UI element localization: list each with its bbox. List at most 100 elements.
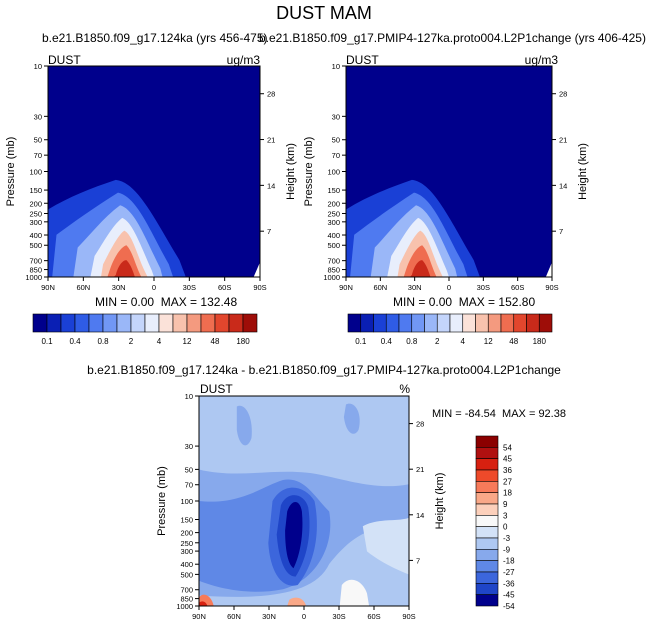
plot-area-1: [346, 66, 552, 277]
y-right-tick-label: 28: [267, 90, 275, 99]
y-tick-label: 850: [327, 266, 340, 275]
colorbar-box: [360, 313, 374, 333]
colorbar-box: [411, 313, 425, 333]
y-tick-label: 850: [180, 595, 193, 604]
y-tick-label: 150: [180, 515, 193, 524]
colorbar-box: [144, 313, 160, 333]
y-tick-label: 50: [34, 136, 42, 145]
dust-label-2: DUST: [346, 53, 379, 67]
colorbar-box: [526, 313, 540, 333]
colorbar-box: [116, 313, 132, 333]
x-tick-label: 0: [152, 283, 156, 292]
colorbar-box: [475, 537, 499, 550]
y-right-tick-label: 14: [559, 181, 567, 190]
colorbar-box: [475, 492, 499, 505]
colorbar-label: 18: [503, 489, 512, 498]
unit-label-2: ug/m3: [524, 53, 558, 67]
colorbar-box: [347, 313, 362, 333]
contour-level: [343, 403, 360, 434]
y-tick-label: 300: [180, 547, 193, 556]
colorbar-label: 45: [503, 455, 512, 464]
missing-data: [253, 262, 260, 277]
colorbar-box: [398, 313, 413, 333]
plot-area-0: [48, 66, 260, 277]
y-axis-title: Pressure (mb): [156, 466, 168, 536]
colorbar-box: [475, 435, 499, 448]
colorbar-box: [200, 313, 216, 333]
colorbar-box: [228, 313, 244, 333]
stats-3: MIN = -84.54 MAX = 92.38: [432, 408, 566, 420]
colorbar-box: [436, 313, 451, 333]
colorbar-label: 0.4: [381, 337, 393, 346]
x-tick-label: 30S: [183, 283, 196, 292]
colorbar-box: [475, 560, 499, 573]
x-tick-label: 30N: [112, 283, 126, 292]
colorbar-box: [475, 447, 499, 459]
colorbar-label: 27: [503, 477, 512, 486]
colorbar-box: [475, 549, 499, 561]
x-tick-label: 90S: [545, 283, 558, 292]
y-tick-label: 700: [327, 257, 340, 266]
y-right-tick-label: 21: [416, 465, 424, 474]
x-tick-label: 0: [302, 612, 306, 621]
x-tick-label: 60N: [373, 283, 387, 292]
y-tick-label: 10: [185, 392, 193, 401]
x-tick-label: 60S: [511, 283, 524, 292]
y-tick-label: 30: [34, 112, 42, 121]
chart-title-2: b.e21.B1850.f09_g17.PMIP4-127ka.proto004…: [259, 31, 646, 45]
y-tick-label: 700: [29, 257, 42, 266]
y-tick-label: 30: [332, 112, 340, 121]
colorbar-label: 4: [157, 337, 162, 346]
colorbar-box: [487, 313, 502, 333]
x-tick-label: 30N: [408, 283, 422, 292]
y-tick-label: 500: [327, 241, 340, 250]
colorbar-label: 2: [129, 337, 134, 346]
colorbar-box: [475, 313, 489, 333]
y-tick-label: 1000: [176, 602, 193, 611]
contour-level: [285, 502, 303, 569]
y-right-tick-label: 7: [267, 227, 271, 236]
contour-level: [409, 260, 431, 277]
x-tick-label: 90N: [41, 283, 55, 292]
colorbar-box: [424, 313, 438, 333]
plot-area-2: [199, 396, 409, 606]
colorbar-box: [475, 583, 499, 595]
y-tick-label: 400: [29, 231, 42, 240]
colorbar-label: 12: [183, 337, 192, 346]
colorbar-label: 2: [435, 337, 440, 346]
colorbar-box: [475, 594, 499, 607]
y-tick-label: 500: [29, 241, 42, 250]
colorbar-box: [242, 313, 258, 333]
y-right-axis-title: Height (km): [577, 143, 589, 200]
colorbar-box: [46, 313, 62, 333]
y-tick-label: 150: [29, 186, 42, 195]
colorbar-label: 0.1: [41, 337, 53, 346]
y-tick-label: 1000: [25, 273, 42, 282]
stats-2: MIN = 0.00 MAX = 152.80: [393, 295, 536, 309]
colorbar-box: [172, 313, 188, 333]
colorbar-box: [513, 313, 527, 333]
y-right-tick-label: 28: [559, 90, 567, 99]
dust-label-1: DUST: [48, 53, 81, 67]
y-right-tick-label: 28: [416, 420, 424, 429]
contour-level: [236, 405, 252, 446]
x-tick-label: 90S: [402, 612, 415, 621]
colorbar-label: 0.8: [97, 337, 109, 346]
missing-data: [545, 262, 552, 277]
x-tick-label: 90N: [192, 612, 206, 621]
y-tick-label: 300: [29, 218, 42, 227]
x-tick-label: 60N: [76, 283, 90, 292]
y-tick-label: 70: [185, 481, 193, 490]
unit-label-1: ug/m3: [226, 53, 260, 67]
x-tick-label: 0: [447, 283, 451, 292]
y-axis-title: Pressure (mb): [303, 137, 315, 207]
colorbar-label: -54: [503, 602, 515, 611]
colorbar-label: 4: [461, 337, 466, 346]
y-right-tick-label: 21: [267, 136, 275, 145]
colorbar-box: [475, 481, 499, 493]
y-tick-label: 400: [180, 560, 193, 569]
x-tick-label: 30N: [262, 612, 276, 621]
y-tick-label: 400: [327, 231, 340, 240]
y-tick-label: 50: [332, 136, 340, 145]
colorbar-box: [130, 313, 146, 333]
